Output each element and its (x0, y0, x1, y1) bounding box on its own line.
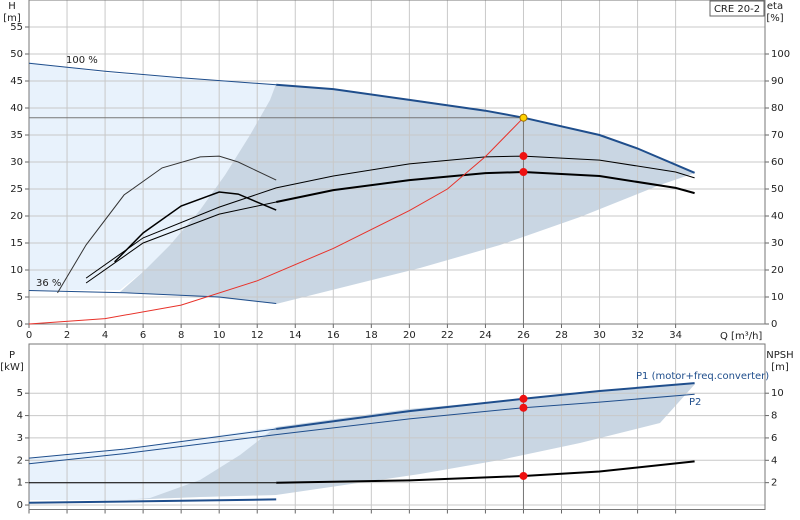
y-tick-label: 20 (10, 211, 23, 222)
annotation: 100 % (66, 55, 98, 66)
duty-point (519, 167, 528, 176)
y-tick-label: 45 (10, 76, 23, 87)
curve (275, 170, 695, 203)
plot-frame (28, 343, 766, 510)
y-axis-unit: [kW] (0, 362, 24, 373)
x-tick-label: 34 (669, 330, 682, 341)
y2-tick-label: 6 (771, 433, 777, 444)
y2-tick-label: 8 (771, 411, 777, 422)
y2-tick-label: 100 (771, 49, 790, 60)
x-tick-label: 10 (213, 330, 226, 341)
x-tick-label: 18 (365, 330, 378, 341)
title-box (709, 0, 765, 17)
y-tick-label: 5 (17, 388, 23, 399)
x-tick-label: 12 (251, 330, 264, 341)
x-tick-label: 28 (555, 330, 568, 341)
y-axis-unit: [m] (3, 13, 21, 24)
y-tick-label: 10 (10, 265, 23, 276)
x-tick-label: 22 (441, 330, 454, 341)
chart-title: CRE 20-2 (714, 4, 760, 15)
duty-point (519, 471, 528, 480)
y2-tick-label: 0 (771, 319, 777, 330)
y-axis-label: P (9, 350, 15, 361)
y2-tick-label: 10 (771, 388, 784, 399)
curve (28, 62, 277, 86)
y2-tick-label: 4 (771, 455, 777, 466)
curve (276, 83, 695, 174)
x-tick-label: 32 (631, 330, 644, 341)
curve (28, 428, 277, 459)
x-tick-label: 8 (178, 330, 184, 341)
curve (28, 393, 695, 465)
x-tick-label: 14 (289, 330, 302, 341)
x-axis-label: Q [m³/h] (720, 331, 762, 342)
curve (85, 155, 695, 279)
x-tick-label: 30 (593, 330, 606, 341)
y-axis-label: H (8, 1, 16, 12)
y-tick-label: 3 (17, 433, 23, 444)
x-tick-label: 6 (140, 330, 146, 341)
x-tick-label: 24 (479, 330, 492, 341)
y2-tick-label: 80 (771, 103, 784, 114)
y-tick-label: 2 (17, 455, 23, 466)
duty-point (519, 403, 528, 412)
y2-tick-label: 30 (771, 238, 784, 249)
curve (28, 498, 277, 504)
y-tick-label: 5 (17, 292, 23, 303)
y2-axis-label: eta (767, 1, 783, 12)
y2-tick-label: 40 (771, 211, 784, 222)
range-shade (29, 62, 276, 290)
y-tick-label: 40 (10, 103, 23, 114)
series-label: P1 (motor+freq.converter) (636, 371, 769, 382)
range-shade (120, 84, 695, 304)
x-tick-label: 0 (26, 330, 32, 341)
y2-tick-label: 10 (771, 292, 784, 303)
x-tick-label: 20 (403, 330, 416, 341)
annotation: 36 % (36, 278, 61, 289)
x-tick-label: 4 (102, 330, 108, 341)
y2-axis-unit: [%] (766, 13, 783, 24)
duty-point (519, 152, 528, 161)
y2-tick-label: 20 (771, 265, 784, 276)
y2-tick-label: 90 (771, 76, 784, 87)
power-chart: 0 1 2 3 4 5 2 4 6 8 10 (17, 343, 784, 514)
y-tick-label: 1 (17, 478, 23, 489)
y-tick-label: 15 (10, 238, 23, 249)
y-tick-label: 25 (10, 184, 23, 195)
y2-axis-label: NPSH (766, 350, 793, 361)
curve (28, 290, 277, 304)
y-tick-label: 4 (17, 411, 23, 422)
y-tick-label: 30 (10, 157, 23, 168)
curve (85, 201, 277, 284)
y2-tick-label: 50 (771, 184, 784, 195)
y-tick-label: 0 (17, 319, 23, 330)
duty-point (519, 113, 528, 122)
y2-tick-label: 70 (771, 130, 784, 141)
y-tick-label: 0 (17, 500, 23, 511)
y2-tick-label: 2 (771, 478, 777, 489)
duty-point (519, 394, 528, 403)
y-tick-label: 50 (10, 49, 23, 60)
head-chart: 0 2 4 6 8 10 12 14 16 18 20 22 24 26 28 30 32 34051015202… (10, 0, 790, 341)
curve (28, 117, 524, 325)
y-tick-label: 35 (10, 130, 23, 141)
curve (114, 191, 277, 263)
x-tick-label: 2 (64, 330, 70, 341)
x-tick-label: 16 (327, 330, 340, 341)
y-tick-label: 55 (10, 22, 23, 33)
x-tick-label: 26 (517, 330, 530, 341)
y2-tick-label: 60 (771, 157, 784, 168)
plot-frame (28, 0, 766, 325)
y2-axis-unit: [m] (771, 362, 789, 373)
curve (57, 155, 277, 294)
series-label: P2 (689, 397, 701, 408)
